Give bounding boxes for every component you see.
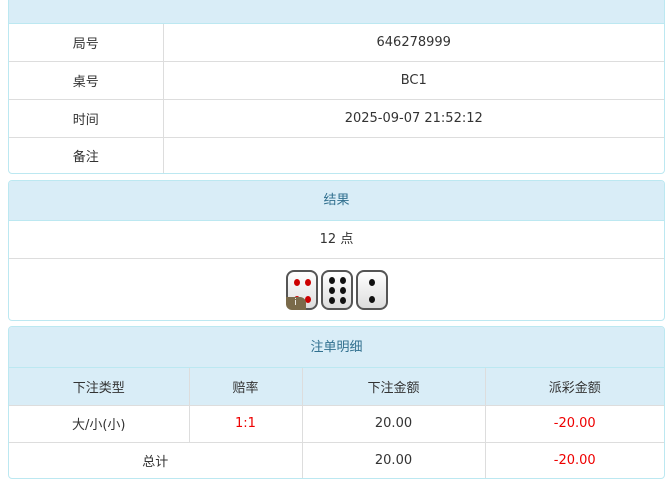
row-value xyxy=(162,136,664,173)
col-header-payout: 派彩金额 xyxy=(484,368,664,406)
row-value: 2025-09-07 21:52:12 xyxy=(162,98,664,138)
info-badge-icon[interactable]: i xyxy=(285,297,306,310)
order-row-remark: 备注 xyxy=(9,136,664,173)
dice-row: i xyxy=(9,259,664,310)
col-header-type: 下注类型 xyxy=(9,368,190,406)
row-label: 备注 xyxy=(9,136,164,173)
order-panel-title: 注单 xyxy=(9,0,664,24)
order-table: 局号 646278999 桌号 BC1 时间 2025-09-07 21:52:12 … xyxy=(9,24,664,173)
detail-table: 下注类型 赔率 下注金额 派彩金额 大/小(小) 1:1 20.00 -20.0… xyxy=(9,368,664,478)
payout-amount: -20.00 xyxy=(484,404,664,443)
total-payout: -20.00 xyxy=(484,441,664,478)
result-panel-title: 结果 xyxy=(9,181,664,221)
detail-panel-title: 注单明细 xyxy=(9,327,664,368)
bet-amount: 20.00 xyxy=(301,404,486,443)
odds: 1:1 xyxy=(188,404,303,443)
row-label: 局号 xyxy=(9,24,164,62)
die-4: i xyxy=(285,270,318,310)
bet-type: 大/小(小) xyxy=(9,404,190,443)
result-points: 12 点 xyxy=(9,221,664,259)
row-label: 时间 xyxy=(9,98,164,138)
total-label: 总计 xyxy=(9,441,303,478)
row-label: 桌号 xyxy=(9,60,164,100)
row-value: BC1 xyxy=(162,60,664,100)
order-row-round: 局号 646278999 xyxy=(9,24,664,62)
row-value: 646278999 xyxy=(162,24,664,62)
total-bet: 20.00 xyxy=(301,441,486,478)
order-row-time: 时间 2025-09-07 21:52:12 xyxy=(9,98,664,138)
result-panel: 结果 12 点 i xyxy=(8,180,665,321)
table-row: 大/小(小) 1:1 20.00 -20.00 xyxy=(9,404,664,443)
order-row-table: 桌号 BC1 xyxy=(9,60,664,100)
die-2 xyxy=(355,270,388,310)
detail-panel: 注单明细 下注类型 赔率 下注金额 派彩金额 大/小(小) 1:1 20.00 … xyxy=(8,326,665,479)
col-header-bet: 下注金额 xyxy=(301,368,486,406)
detail-header-row: 下注类型 赔率 下注金额 派彩金额 xyxy=(9,368,664,406)
total-row: 总计 20.00 -20.00 xyxy=(9,441,664,478)
die-6 xyxy=(320,270,353,310)
col-header-odds: 赔率 xyxy=(188,368,303,406)
